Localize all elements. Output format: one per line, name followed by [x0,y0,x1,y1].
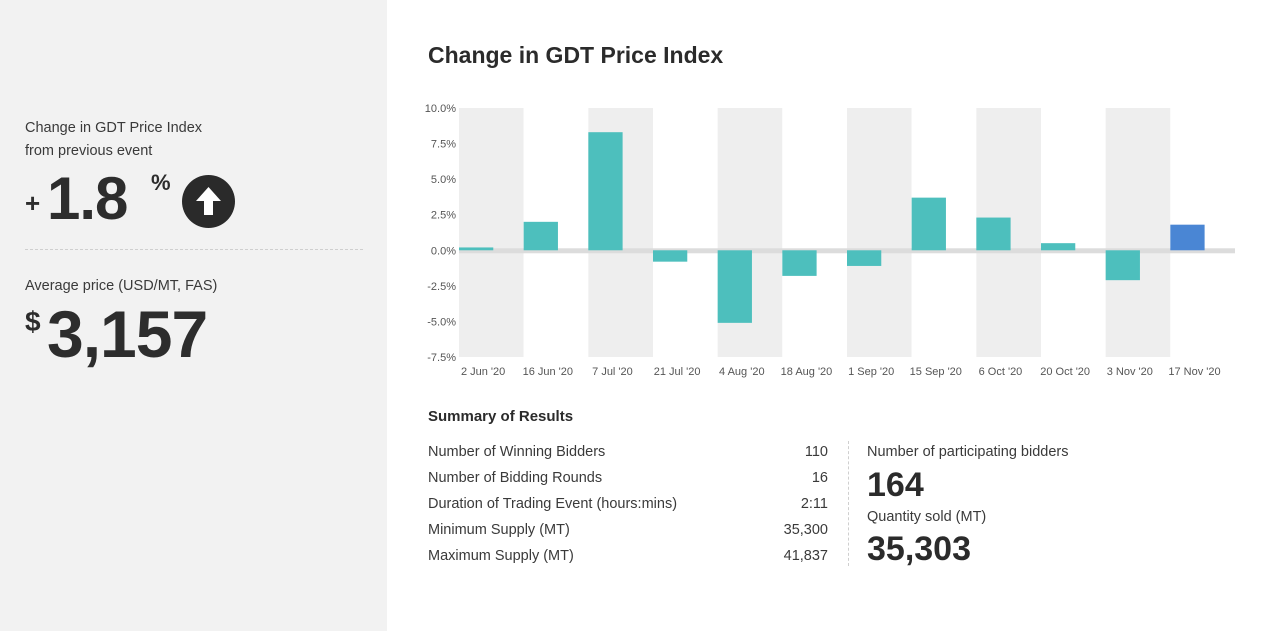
y-tick-label: 0.0% [431,245,456,257]
column-band [459,108,524,357]
quantity-value-block: 35,303 [867,530,971,569]
bar[interactable] [976,217,1011,251]
avg-price-label: Average price (USD/MT, FAS) [25,275,217,298]
x-tick-label: 16 Jun '20 [523,366,573,378]
summary-title: Summary of Results [428,408,574,425]
summary-row: Duration of Trading Event (hours:mins) 2:… [428,496,828,522]
column-band [782,108,847,357]
quantity-label: Quantity sold (MT) [867,509,987,525]
summary-divider [848,441,849,566]
y-tick-label: 2.5% [431,210,456,222]
bar[interactable] [523,221,558,251]
summary-row-value: 35,300 [783,522,828,538]
participating-bidders-block: Number of participating bidders [867,444,1069,460]
arrow-up-icon [182,175,235,228]
summary-row-label: Number of Winning Bidders [428,444,606,460]
bar[interactable] [911,197,946,251]
y-tick-label: 7.5% [431,139,456,151]
summary-row: Number of Bidding Rounds 16 [428,470,828,496]
summary-row-value: 16 [811,470,828,486]
x-tick-label: 4 Aug '20 [719,366,765,378]
x-tick-label: 7 Jul '20 [592,366,633,378]
bar[interactable] [1105,250,1140,281]
sidebar-divider [25,249,363,250]
x-tick-label: 17 Nov '20 [1168,366,1220,378]
change-value: 1.8 [47,165,128,232]
participating-label: Number of participating bidders [867,444,1069,460]
change-sign: + [25,188,41,218]
column-band [847,108,912,357]
chart-y-axis-ticks: 10.0% 7.5% 5.0% 2.5% 0.0% -2.5% -5.0% -7.5% [425,103,456,364]
x-tick-label: 21 Jul '20 [654,366,701,378]
summary-row-value: 2:11 [800,496,828,512]
price-index-bar-chart: 10.0% 7.5% 5.0% 2.5% 0.0% -2.5% -5.0% -7.5% 2 J… [425,103,1235,378]
y-tick-label: -5.0% [427,316,456,328]
column-band [1041,108,1106,357]
bar[interactable] [459,247,494,251]
summary-row-label: Duration of Trading Event (hours:mins) [428,496,678,512]
quantity-sold-block: Quantity sold (MT) [867,509,986,525]
y-tick-label: 5.0% [431,174,456,186]
summary-row-label: Minimum Supply (MT) [428,522,570,538]
summary-row-value: 41,837 [783,548,828,564]
bar[interactable] [847,250,882,266]
bar[interactable] [588,132,623,251]
bar[interactable] [717,250,752,323]
change-label: Change in GDT Price Index from previous … [25,117,202,163]
x-tick-label: 20 Oct '20 [1040,366,1090,378]
column-band [653,108,718,357]
bar[interactable] [653,250,688,262]
x-tick-label: 2 Jun '20 [461,366,505,378]
column-band [1105,108,1171,357]
summary-row: Maximum Supply (MT) 41,837 [428,548,828,574]
chart-bars [459,132,1205,323]
x-tick-label: 15 Sep '20 [910,366,962,378]
avg-price-currency: $ [25,306,41,337]
participating-value: 164 [867,466,924,504]
change-label-line2: from previous event [25,143,153,159]
quantity-value: 35,303 [867,530,971,568]
chart-title: Change in GDT Price Index [428,42,724,68]
avg-price-label-text: Average price (USD/MT, FAS) [25,278,218,294]
chart-column-bands [459,108,1235,357]
participating-value-block: 164 [867,466,924,505]
summary-row: Number of Winning Bidders 110 [428,444,828,470]
bar[interactable] [1041,243,1076,251]
chart-x-axis-ticks: 2 Jun '20 16 Jun '20 7 Jul '20 21 Jul '20 4 … [461,366,1221,378]
x-tick-label: 1 Sep '20 [848,366,894,378]
bar[interactable] [1170,224,1205,251]
change-label-line1: Change in GDT Price Index [25,120,203,136]
sidebar-panel: Change in GDT Price Index from previous … [0,0,387,631]
x-tick-label: 3 Nov '20 [1107,366,1153,378]
summary-row-label: Number of Bidding Rounds [428,470,603,486]
y-tick-label: 10.0% [425,103,456,115]
summary-row-label: Maximum Supply (MT) [428,548,574,564]
summary-row: Minimum Supply (MT) 35,300 [428,522,828,548]
y-tick-label: -7.5% [427,352,456,364]
change-unit: % [151,170,171,195]
x-tick-label: 6 Oct '20 [979,366,1023,378]
summary-row-value: 110 [804,444,828,460]
avg-price-value: 3,157 [47,297,208,371]
x-tick-label: 18 Aug '20 [781,366,833,378]
bar[interactable] [782,250,817,276]
y-tick-label: -2.5% [427,281,456,293]
